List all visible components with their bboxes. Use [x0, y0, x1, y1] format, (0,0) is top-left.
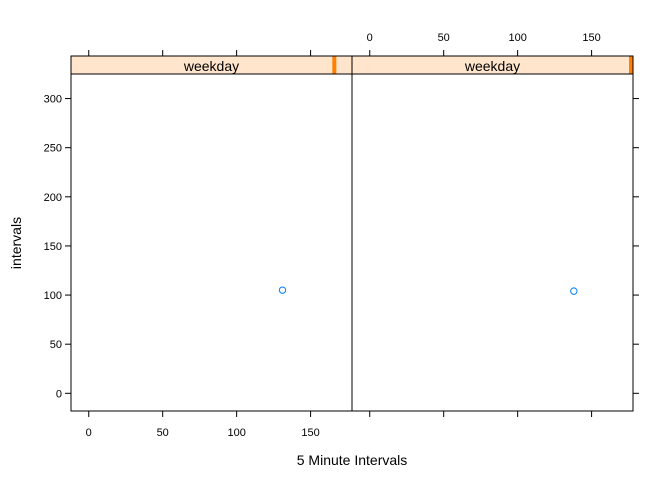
data-point [278, 286, 287, 294]
strip-background [352, 56, 633, 74]
axes-layer: 0 50 100 150 0 50 100 150 0 50 100 150 200 250 300 [44, 32, 639, 439]
x-tick-label: 50 [438, 32, 450, 44]
y-tick-label: 0 [56, 388, 62, 400]
strip-label: weekday [464, 58, 520, 74]
panel-border [70, 73, 353, 412]
x-tick-label: 50 [157, 427, 169, 439]
strip-background [71, 56, 352, 74]
y-tick-label: 300 [44, 94, 62, 106]
x-tick-label: 100 [508, 32, 526, 44]
panel-2: weekday [351, 55, 634, 412]
strip-level-indicator [629, 56, 633, 74]
y-axis-title: intervals [8, 217, 24, 269]
panel-1: weekday [70, 55, 353, 412]
y-tick-label: 50 [50, 339, 62, 351]
data-point [570, 287, 578, 295]
y-tick-label: 100 [44, 290, 62, 302]
strip-label: weekday [183, 58, 239, 74]
panel-border [351, 73, 634, 412]
x-tick-label: 150 [582, 32, 600, 44]
x-tick-label: 0 [86, 427, 92, 439]
x-tick-label: 150 [301, 427, 319, 439]
x-axis-title: 5 Minute Intervals [297, 452, 408, 468]
y-tick-label: 150 [44, 241, 62, 253]
panels-layer: weekday weekday [70, 55, 634, 412]
y-tick-label: 250 [44, 143, 62, 155]
strip-level-indicator [332, 56, 337, 74]
x-tick-label: 0 [367, 32, 373, 44]
x-tick-label: 100 [227, 427, 245, 439]
y-tick-label: 200 [44, 192, 62, 204]
